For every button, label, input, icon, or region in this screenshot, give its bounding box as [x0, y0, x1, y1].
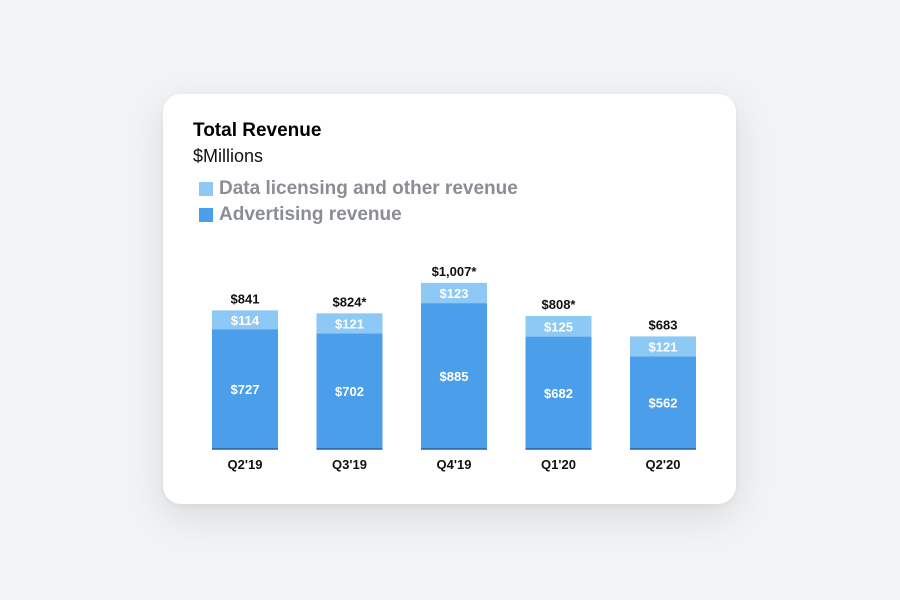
legend-label-data-licensing: Data licensing and other revenue	[219, 178, 518, 199]
chart-subtitle: $Millions	[193, 146, 264, 166]
bar-data-licensing	[212, 310, 278, 330]
data-label-data-licensing: $123	[440, 286, 469, 301]
total-label: $841	[231, 291, 260, 306]
data-label-advertising: $562	[649, 396, 678, 411]
x-tick-label: Q1'20	[541, 457, 576, 472]
data-label-advertising: $885	[440, 369, 469, 384]
bar-advertising	[525, 336, 592, 449]
bar-advertising	[421, 303, 487, 449]
total-label: $824*	[333, 294, 368, 309]
bar-data-licensing	[630, 336, 696, 357]
bar-data-licensing	[525, 315, 592, 337]
legend-swatch-advertising	[199, 208, 213, 222]
data-label-data-licensing: $125	[544, 319, 573, 334]
legend: Data licensing and other revenue Adverti…	[199, 176, 518, 228]
data-label-data-licensing: $121	[335, 316, 364, 331]
chart-title: Total Revenue	[193, 120, 322, 141]
data-label-advertising: $727	[231, 382, 260, 397]
bar-advertising	[630, 356, 696, 449]
total-label: $808*	[542, 297, 577, 312]
bar-data-licensing	[316, 313, 383, 334]
legend-swatch-data-licensing	[199, 182, 213, 196]
legend-item-advertising: Advertising revenue	[199, 202, 518, 228]
bar-advertising	[316, 333, 383, 449]
x-tick-label: Q4'19	[437, 457, 472, 472]
bar-advertising	[212, 329, 278, 449]
data-label-advertising: $682	[544, 386, 573, 401]
legend-item-data-licensing: Data licensing and other revenue	[199, 176, 518, 202]
x-tick-label: Q2'20	[646, 457, 681, 472]
legend-label-advertising: Advertising revenue	[219, 204, 402, 225]
bar-chart: $727 $114 $841 Q2'19 $702 $121 $824* Q3'19 $885 $…	[212, 264, 696, 472]
x-tick-label: Q3'19	[332, 457, 367, 472]
total-label: $1,007*	[432, 264, 478, 279]
data-label-data-licensing: $121	[649, 339, 678, 354]
x-tick-label: Q2'19	[228, 457, 263, 472]
chart-card: Total Revenue $Millions Data licensing a…	[163, 94, 736, 504]
data-label-advertising: $702	[335, 384, 364, 399]
data-label-data-licensing: $114	[231, 313, 260, 328]
total-label: $683	[649, 317, 678, 332]
bar-data-licensing	[421, 282, 487, 304]
